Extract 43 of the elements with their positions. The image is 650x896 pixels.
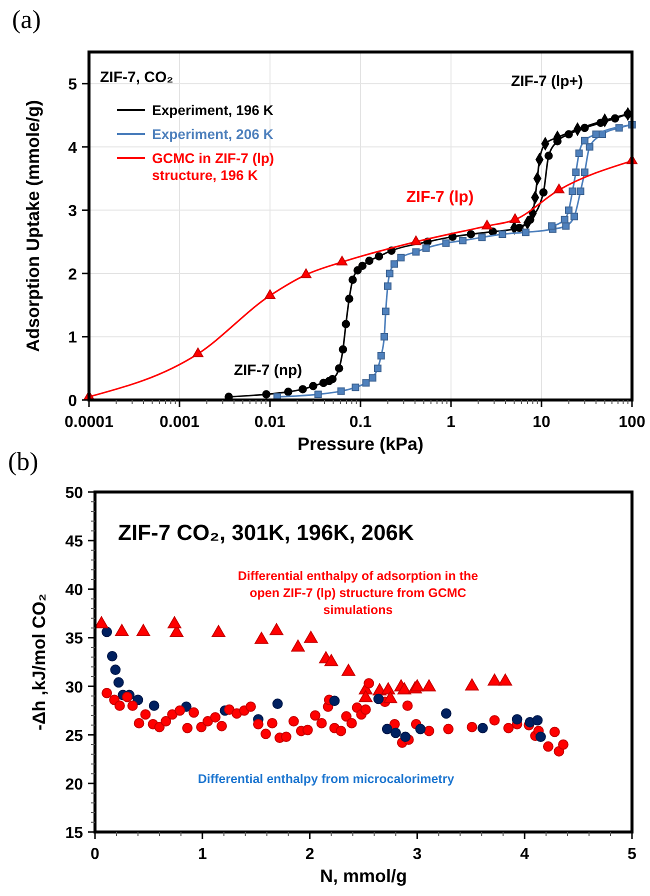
legend-label: Experiment, 196 K — [152, 102, 274, 118]
annotation: ZIF-7, CO₂ — [100, 69, 174, 86]
y-tick-label: 50 — [65, 485, 84, 502]
y-tick-label: 35 — [65, 630, 84, 648]
annotation: ZIF-7 (np) — [234, 362, 302, 379]
y-tick-label: 5 — [68, 76, 78, 94]
legend-label: GCMC in ZIF-7 (lp) structure, 196 K — [152, 150, 274, 183]
y-axis-title: Adsorption Uptake (mmole/g) — [23, 100, 43, 352]
x-axis-title: N, mmol/g — [320, 866, 408, 886]
x-tick-label: 0.001 — [159, 414, 200, 431]
y-tick-label: 4 — [68, 140, 78, 157]
x-tick-label: 0.0001 — [64, 414, 114, 431]
y-tick-label: 15 — [65, 825, 84, 842]
y-tick-label: 30 — [65, 679, 84, 696]
x-tick-label: 10 — [532, 414, 550, 431]
y-tick-label: 20 — [65, 776, 84, 794]
x-tick-label: 0.01 — [254, 414, 286, 431]
x-tick-label: 1 — [198, 846, 207, 863]
chart-title: (a) — [12, 5, 41, 34]
x-tick-label: 2 — [305, 846, 314, 863]
y-tick-label: 2 — [68, 266, 78, 284]
legend-label: Experiment, 206 K — [152, 126, 274, 142]
x-tick-label: 0 — [90, 846, 100, 863]
annotation: ZIF-7 (lp) — [406, 189, 474, 206]
x-tick-label: 100 — [618, 414, 646, 431]
annotation: Differential enthalpy from microcalorimetry — [198, 772, 454, 786]
annotation: ZIF-7 (lp+) — [510, 73, 584, 90]
y-axis-title: -Δh ,kJ/mol CO₂ — [29, 594, 49, 730]
annotation: ZIF-7 CO₂, 301K, 196K, 206K — [118, 520, 414, 545]
y-tick-label: 1 — [68, 330, 78, 347]
x-axis-title: Pressure (kPa) — [297, 434, 424, 454]
y-tick-label: 0 — [68, 393, 78, 410]
y-tick-label: 45 — [65, 534, 84, 551]
x-tick-label: 0.1 — [349, 414, 372, 431]
y-tick-label: 3 — [68, 203, 78, 220]
x-tick-label: 4 — [520, 846, 530, 863]
annotation: Differential enthalpy of adsorption in the open ZIF-7 (lp) structure from GCMC simulations — [238, 569, 478, 617]
x-tick-label: 1 — [446, 414, 456, 431]
x-tick-label: 3 — [412, 846, 422, 863]
y-tick-label: 25 — [65, 728, 84, 745]
y-tick-label: 40 — [65, 582, 84, 600]
chart-title: (b) — [8, 447, 38, 476]
x-tick-label: 5 — [628, 846, 637, 863]
